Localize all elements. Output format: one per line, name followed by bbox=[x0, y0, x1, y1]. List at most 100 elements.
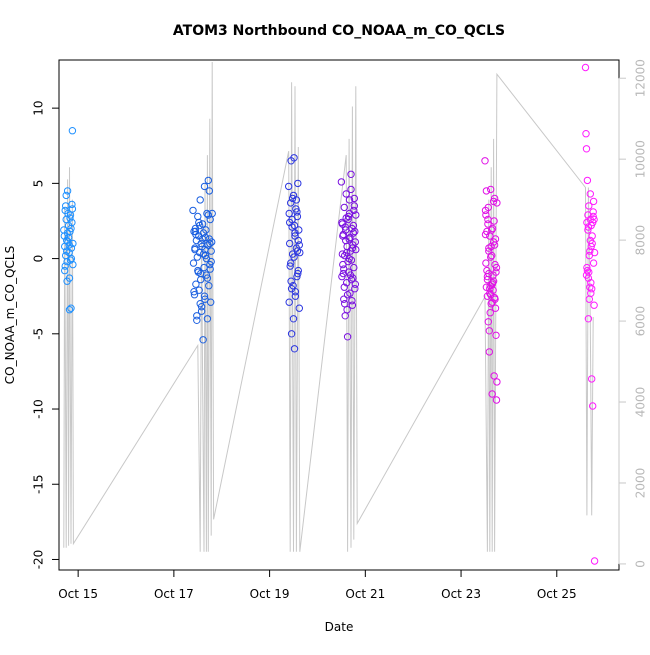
data-point bbox=[488, 224, 497, 233]
data-point bbox=[589, 208, 597, 216]
data-point bbox=[338, 218, 346, 227]
data-point bbox=[584, 315, 593, 323]
data-point bbox=[189, 259, 198, 267]
data-point bbox=[343, 248, 351, 257]
data-point bbox=[491, 260, 499, 269]
data-point bbox=[583, 263, 591, 272]
data-point bbox=[590, 248, 599, 257]
data-point bbox=[340, 265, 348, 273]
data-point bbox=[63, 277, 71, 285]
data-point bbox=[588, 232, 596, 240]
altitude-trace bbox=[63, 61, 594, 552]
data-point bbox=[68, 127, 77, 135]
data-point bbox=[294, 269, 302, 278]
data-point bbox=[492, 331, 500, 339]
data-point bbox=[493, 378, 501, 386]
data-point bbox=[349, 221, 358, 230]
secondary-y-tick-label: 4000 bbox=[634, 387, 648, 418]
data-point bbox=[198, 235, 207, 243]
series-5 bbox=[481, 157, 501, 404]
x-tick-label: Oct 15 bbox=[58, 587, 98, 601]
data-point bbox=[586, 215, 594, 224]
data-point bbox=[343, 333, 352, 341]
data-point bbox=[350, 202, 358, 210]
chart-title: ATOM3 Northbound CO_NOAA_m_CO_QCLS bbox=[173, 23, 505, 39]
data-point bbox=[197, 239, 205, 248]
data-point bbox=[197, 307, 206, 315]
y-tick-label: 5 bbox=[32, 180, 46, 188]
data-point bbox=[487, 242, 495, 251]
data-point bbox=[492, 268, 500, 276]
data-point bbox=[206, 239, 214, 248]
data-point bbox=[204, 176, 213, 185]
data-point bbox=[192, 230, 200, 239]
data-point bbox=[291, 292, 300, 300]
data-point bbox=[482, 283, 491, 291]
data-point bbox=[345, 196, 354, 204]
data-point bbox=[189, 206, 197, 215]
data-point bbox=[286, 239, 294, 248]
data-point bbox=[340, 203, 348, 212]
data-point bbox=[482, 259, 490, 267]
data-point bbox=[489, 277, 498, 285]
data-point bbox=[484, 203, 492, 212]
data-point bbox=[340, 283, 348, 291]
data-point bbox=[488, 226, 496, 234]
series-1 bbox=[60, 127, 77, 314]
x-tick-label: Oct 21 bbox=[345, 587, 385, 601]
y-tick-label: -15 bbox=[32, 474, 46, 494]
data-point bbox=[290, 154, 298, 162]
secondary-y-tick-label: 0 bbox=[634, 560, 648, 568]
data-point bbox=[294, 266, 302, 275]
y-tick-label: 0 bbox=[32, 255, 46, 263]
data-point bbox=[64, 238, 72, 246]
data-point bbox=[485, 327, 493, 335]
data-point bbox=[285, 298, 293, 306]
data-point bbox=[67, 244, 76, 252]
data-point bbox=[287, 259, 295, 267]
data-point bbox=[490, 372, 498, 380]
data-point bbox=[489, 197, 498, 206]
y-tick-label: 10 bbox=[32, 101, 46, 116]
data-point bbox=[581, 63, 590, 72]
series-3 bbox=[285, 154, 304, 353]
data-point bbox=[203, 209, 211, 218]
data-point bbox=[341, 300, 349, 308]
data-point bbox=[351, 238, 359, 246]
data-point bbox=[193, 253, 202, 261]
altitude-layer bbox=[63, 61, 594, 552]
data-point bbox=[485, 348, 493, 356]
data-point bbox=[588, 375, 596, 383]
data-point bbox=[191, 227, 200, 236]
data-point bbox=[490, 217, 498, 225]
data-point bbox=[196, 300, 204, 308]
data-point bbox=[352, 245, 360, 254]
x-axis-label: Date bbox=[325, 620, 354, 634]
data-point bbox=[345, 235, 353, 243]
data-point bbox=[344, 257, 352, 266]
data-point bbox=[288, 194, 297, 203]
data-point bbox=[588, 285, 596, 293]
data-point bbox=[205, 187, 214, 195]
data-point bbox=[66, 256, 75, 264]
data-point bbox=[294, 179, 302, 188]
series-6 bbox=[581, 63, 599, 565]
data-point bbox=[291, 229, 299, 237]
data-point bbox=[492, 396, 501, 404]
data-point bbox=[590, 557, 599, 565]
data-point bbox=[351, 285, 359, 293]
data-point bbox=[68, 200, 76, 209]
data-point bbox=[347, 275, 356, 284]
data-point bbox=[200, 292, 209, 300]
data-point bbox=[351, 280, 359, 288]
data-point bbox=[586, 283, 594, 291]
series-4 bbox=[337, 170, 360, 341]
data-point bbox=[207, 298, 215, 306]
data-point bbox=[202, 226, 210, 234]
data-point bbox=[69, 260, 77, 269]
data-point bbox=[61, 262, 69, 270]
data-point bbox=[190, 291, 199, 299]
data-point bbox=[62, 191, 70, 200]
data-point bbox=[205, 282, 213, 290]
